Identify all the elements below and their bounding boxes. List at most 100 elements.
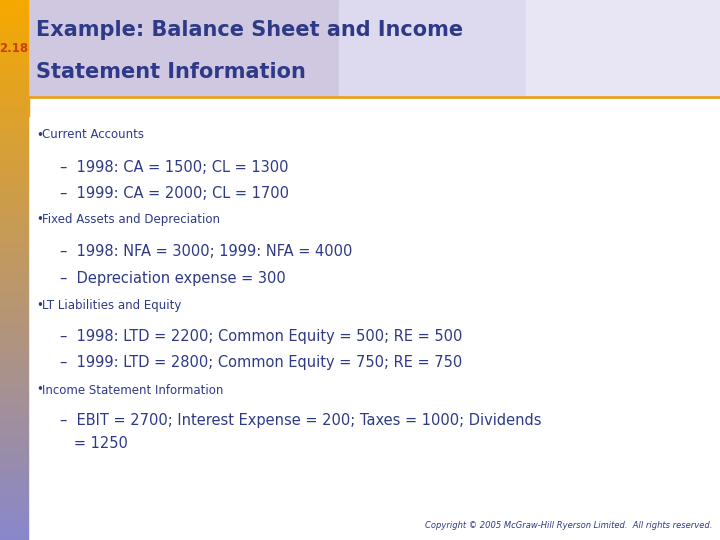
- Bar: [0, 157, 28, 162]
- Bar: [0, 38, 28, 43]
- Bar: [0, 189, 28, 194]
- Text: Statement Information: Statement Information: [36, 62, 306, 82]
- Bar: [0, 221, 28, 227]
- Bar: [0, 302, 28, 308]
- Bar: [526, 0, 720, 97]
- Bar: [0, 324, 28, 329]
- Bar: [0, 243, 28, 248]
- Bar: [0, 238, 28, 243]
- Bar: [0, 281, 28, 286]
- Bar: [0, 43, 28, 49]
- Bar: [0, 248, 28, 254]
- Bar: [0, 108, 28, 113]
- Bar: [0, 65, 28, 70]
- Bar: [0, 92, 28, 97]
- Bar: [0, 297, 28, 302]
- Bar: [0, 5, 28, 11]
- Bar: [0, 319, 28, 324]
- Bar: [0, 329, 28, 335]
- Bar: [0, 11, 28, 16]
- Bar: [0, 286, 28, 292]
- Text: –  1999: CA = 2000; CL = 1700: – 1999: CA = 2000; CL = 1700: [60, 186, 289, 200]
- Text: –  EBIT = 2700; Interest Expense = 200; Taxes = 1000; Dividends: – EBIT = 2700; Interest Expense = 200; T…: [60, 413, 541, 428]
- Text: LT Liabilities and Equity: LT Liabilities and Equity: [42, 299, 181, 312]
- Bar: [0, 200, 28, 205]
- Bar: [0, 184, 28, 189]
- Bar: [0, 275, 28, 281]
- Bar: [0, 378, 28, 383]
- Bar: [28, 0, 720, 97]
- Bar: [0, 448, 28, 454]
- Bar: [0, 130, 28, 135]
- Bar: [0, 194, 28, 200]
- Bar: [0, 162, 28, 167]
- Text: –  1998: LTD = 2200; Common Equity = 500; RE = 500: – 1998: LTD = 2200; Common Equity = 500;…: [60, 329, 462, 345]
- Bar: [0, 178, 28, 184]
- Bar: [0, 173, 28, 178]
- Bar: [0, 292, 28, 297]
- Bar: [0, 32, 28, 38]
- Bar: [0, 140, 28, 146]
- Bar: [0, 70, 28, 76]
- Text: = 1250: = 1250: [60, 436, 128, 451]
- Bar: [0, 308, 28, 313]
- Bar: [0, 151, 28, 157]
- Text: –  1998: CA = 1500; CL = 1300: – 1998: CA = 1500; CL = 1300: [60, 159, 289, 174]
- Bar: [0, 400, 28, 405]
- Bar: [0, 135, 28, 140]
- Bar: [0, 513, 28, 518]
- Bar: [0, 119, 28, 124]
- Bar: [0, 464, 28, 470]
- Bar: [0, 383, 28, 389]
- Bar: [0, 54, 28, 59]
- Bar: [0, 389, 28, 394]
- Bar: [0, 394, 28, 400]
- Bar: [0, 356, 28, 362]
- Bar: [0, 335, 28, 340]
- Bar: [0, 443, 28, 448]
- Bar: [0, 49, 28, 54]
- Text: 2.18: 2.18: [0, 42, 29, 55]
- Text: –  1998: NFA = 3000; 1999: NFA = 4000: – 1998: NFA = 3000; 1999: NFA = 4000: [60, 245, 352, 260]
- Bar: [0, 432, 28, 437]
- Bar: [0, 518, 28, 524]
- Bar: [0, 232, 28, 238]
- Bar: [0, 313, 28, 319]
- Bar: [0, 59, 28, 65]
- Text: •: •: [36, 299, 43, 312]
- Bar: [0, 205, 28, 211]
- Bar: [0, 351, 28, 356]
- Text: Income Statement Information: Income Statement Information: [42, 383, 223, 396]
- Bar: [0, 216, 28, 221]
- Bar: [0, 459, 28, 464]
- Bar: [0, 486, 28, 491]
- Text: •: •: [36, 213, 43, 226]
- Bar: [0, 259, 28, 265]
- Bar: [0, 103, 28, 108]
- Bar: [0, 437, 28, 443]
- Bar: [0, 524, 28, 529]
- Bar: [0, 454, 28, 459]
- Text: •: •: [36, 383, 43, 396]
- Bar: [0, 346, 28, 351]
- Bar: [0, 421, 28, 427]
- Bar: [0, 367, 28, 373]
- Bar: [0, 529, 28, 535]
- Bar: [0, 16, 28, 22]
- Bar: [0, 497, 28, 502]
- Bar: [0, 76, 28, 81]
- Bar: [0, 508, 28, 513]
- Bar: [0, 362, 28, 367]
- Bar: [0, 481, 28, 486]
- Bar: [0, 227, 28, 232]
- Bar: [0, 405, 28, 410]
- Bar: [0, 373, 28, 378]
- Bar: [0, 211, 28, 216]
- Bar: [0, 416, 28, 421]
- Text: •: •: [36, 129, 43, 141]
- Bar: [0, 502, 28, 508]
- Bar: [0, 22, 28, 27]
- Text: –  Depreciation expense = 300: – Depreciation expense = 300: [60, 271, 286, 286]
- Bar: [0, 167, 28, 173]
- Bar: [0, 410, 28, 416]
